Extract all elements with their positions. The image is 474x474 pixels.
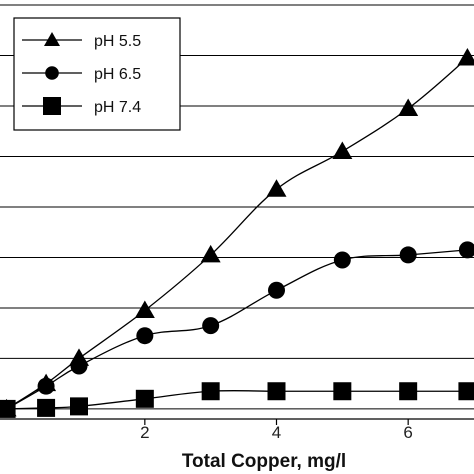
- x-tick-label: 2: [140, 423, 149, 442]
- data-point: [45, 66, 59, 80]
- x-axis: 2 4 6: [0, 418, 474, 442]
- data-point: [37, 398, 56, 417]
- data-point: [200, 244, 221, 263]
- data-point: [399, 382, 418, 401]
- data-point: [136, 327, 154, 345]
- legend-label: pH 7.4: [94, 99, 141, 116]
- legend: pH 5.5 pH 6.5 pH 7.4: [13, 17, 181, 131]
- data-point: [44, 32, 60, 46]
- series-line: [6, 249, 468, 410]
- data-point: [70, 397, 88, 416]
- x-axis-title: Total Copper, mg/l: [182, 451, 346, 472]
- legend-label: pH 6.5: [94, 66, 141, 83]
- data-point: [333, 251, 351, 269]
- data-point: [0, 399, 16, 418]
- data-point: [43, 97, 61, 115]
- x-tick-label: 4: [272, 423, 281, 442]
- data-point: [268, 281, 285, 299]
- data-point: [135, 389, 154, 408]
- data-point: [333, 382, 352, 401]
- data-point: [267, 382, 286, 401]
- data-point: [70, 357, 88, 375]
- data-point: [134, 300, 155, 318]
- series-markers: [0, 48, 474, 418]
- x-tick-label: 6: [403, 423, 412, 442]
- data-point: [398, 98, 419, 117]
- legend-box: [13, 17, 181, 131]
- data-point: [458, 241, 474, 259]
- data-point: [266, 179, 287, 197]
- data-point: [202, 317, 220, 335]
- data-point: [457, 48, 474, 66]
- data-point: [332, 141, 353, 159]
- legend-label: pH 5.5: [94, 33, 141, 50]
- data-point: [458, 382, 474, 401]
- data-point: [37, 377, 55, 395]
- data-point: [201, 382, 220, 401]
- data-point: [399, 246, 417, 264]
